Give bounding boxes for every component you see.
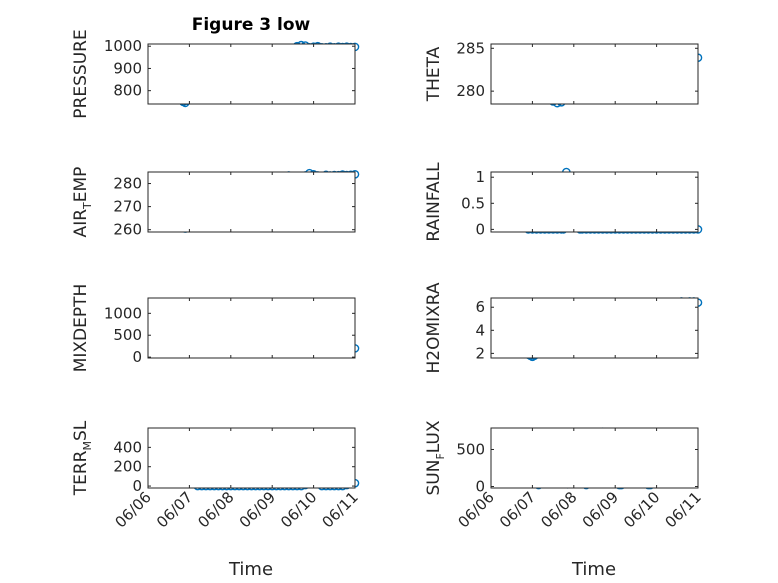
y-axis-label: PRESSURE (71, 29, 91, 118)
subplot-h2omixra: 2 4 6 H2OMIXRA (424, 282, 703, 374)
y-tick-label: 500 (456, 440, 485, 458)
y-tick-label: 0.5 (461, 194, 485, 212)
x-tick-label: 06/09 (236, 488, 279, 531)
y-tick-label: 800 (113, 82, 142, 100)
y-axis-label: THETA (424, 46, 444, 102)
axes-frame (147, 297, 356, 359)
axes-frame (147, 43, 356, 105)
y-tick-label: 6 (475, 298, 485, 316)
y-tick-label: 400 (113, 438, 142, 456)
axes-frame (490, 297, 699, 359)
axes-frame (490, 427, 699, 489)
subplot-air-temp: 260 270 280 AIRTEMP (71, 167, 360, 239)
y-axis-label: AIRTEMP (71, 167, 94, 238)
y-tick-label: 280 (113, 175, 142, 193)
x-tick-label: 06/11 (319, 488, 362, 531)
y-axis-label: MIXDEPTH (71, 284, 91, 373)
y-tick-label: 0 (132, 348, 142, 366)
y-tick-label: 0 (132, 477, 142, 495)
x-axis-label-left: Time (228, 559, 273, 580)
subplot-mixdepth: 0 500 1000 MIXDEPTH (71, 284, 360, 373)
subplot-pressure: 800 900 1000 PRESSURE (71, 29, 360, 119)
y-tick-label: 2 (475, 344, 485, 362)
y-tick-label: 900 (113, 59, 142, 77)
x-tick-label: 06/10 (277, 488, 320, 531)
y-tick-label: 0 (475, 220, 485, 238)
axes-frame (490, 43, 699, 105)
x-tick-label: 06/09 (579, 488, 622, 531)
x-tick-label: 06/10 (620, 488, 663, 531)
y-tick-label: 0 (475, 478, 485, 496)
y-tick-label: 1 (475, 168, 485, 186)
y-axis-label: SUNFLUX (424, 420, 447, 495)
y-tick-label: 280 (456, 82, 485, 100)
subplot-theta: 280 285 THETA (424, 39, 703, 108)
y-tick-label: 500 (113, 326, 142, 344)
y-tick-label: 260 (113, 221, 142, 239)
subplot-terr-msl: 0200400TERRMSL06/0606/0706/0806/0906/100… (71, 420, 362, 531)
y-tick-label: 1000 (104, 304, 142, 322)
subplot-sun-flux: 0500SUNFLUX06/0606/0706/0806/0906/1006/1… (424, 420, 705, 531)
y-tick-label: 270 (113, 198, 142, 216)
y-tick-label: 1000 (104, 37, 142, 55)
x-tick-label: 06/11 (662, 488, 705, 531)
x-tick-label: 06/08 (537, 488, 580, 531)
x-axis-label-right: Time (571, 559, 616, 580)
axes-frame (490, 171, 699, 233)
subplot-rainfall: 0 0.5 1 RAINFALL (424, 162, 703, 242)
axes-frame (147, 171, 356, 233)
x-tick-label: 06/08 (194, 488, 237, 531)
figure-title: Figure 3 low (192, 15, 311, 35)
y-axis-label: TERRMSL (71, 420, 94, 496)
y-axis-label: RAINFALL (424, 162, 444, 242)
y-tick-label: 200 (113, 458, 142, 476)
axes-frame (147, 427, 356, 489)
y-tick-label: 4 (475, 321, 485, 339)
x-tick-label: 06/07 (153, 488, 196, 531)
y-tick-label: 285 (456, 39, 485, 57)
y-axis-label: H2OMIXRA (424, 282, 444, 373)
x-tick-label: 06/07 (496, 488, 539, 531)
